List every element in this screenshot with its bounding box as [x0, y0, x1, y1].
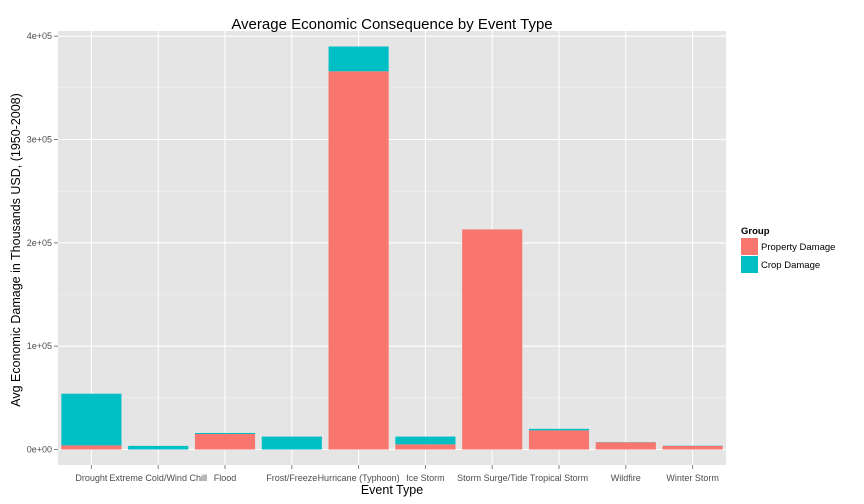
x-tick-label: Storm Surge/Tide — [457, 473, 527, 483]
bar-segment — [528, 430, 590, 450]
x-tick-label: Extreme Cold/Wind Chill — [109, 473, 207, 483]
chart-title: Average Economic Consequence by Event Ty… — [231, 16, 552, 33]
bar-segment — [328, 46, 389, 72]
legend-title: Group — [741, 226, 770, 237]
bar-segment — [595, 442, 656, 450]
x-axis-title: Event Type — [361, 483, 423, 497]
x-tick-label: Frost/Freeze — [266, 473, 317, 483]
y-tick-label: 4e+05 — [27, 31, 52, 41]
x-tick-label: Flood — [214, 473, 237, 483]
x-tick-label: Tropical Storm — [530, 473, 588, 483]
bars — [61, 46, 723, 450]
y-tick-label: 0e+00 — [27, 445, 52, 455]
x-tick-label: Drought — [75, 473, 108, 483]
bar-segment — [328, 71, 389, 450]
bar-segment — [128, 445, 189, 450]
y-tick-label: 3e+05 — [27, 135, 52, 145]
bar-segment — [194, 432, 256, 434]
x-tick-label: Ice Storm — [406, 473, 445, 483]
y-axis: 0e+00 1e+05 2e+05 3e+05 4e+05 — [27, 31, 58, 455]
y-axis-title: Avg Economic Damage in Thousands USD, (1… — [9, 93, 23, 407]
legend-swatch — [741, 256, 758, 273]
legend-swatch — [741, 238, 758, 255]
bar-segment — [462, 229, 523, 450]
bar-segment — [662, 445, 723, 450]
legend: Group Property Damage Crop Damage — [741, 226, 835, 273]
y-tick-label: 1e+05 — [27, 341, 52, 351]
bar-segment — [61, 445, 122, 450]
legend-label: Crop Damage — [761, 260, 820, 271]
legend-label: Property Damage — [761, 242, 835, 253]
x-tick-label: Winter Storm — [666, 473, 719, 483]
grid-lines — [58, 31, 726, 465]
bar-segment — [61, 393, 122, 446]
bar-segment — [261, 436, 322, 450]
x-tick-label: Wildfire — [611, 473, 641, 483]
bar-segment — [528, 428, 590, 431]
bar-segment — [194, 434, 256, 450]
plot-panel — [58, 31, 726, 465]
bar-segment — [395, 436, 456, 445]
x-tick-label: Hurricane (Typhoon) — [318, 473, 400, 483]
bar-segment — [395, 444, 456, 450]
x-axis: Drought Extreme Cold/Wind Chill Flood Frost… — [75, 465, 719, 483]
y-tick-label: 2e+05 — [27, 238, 52, 248]
